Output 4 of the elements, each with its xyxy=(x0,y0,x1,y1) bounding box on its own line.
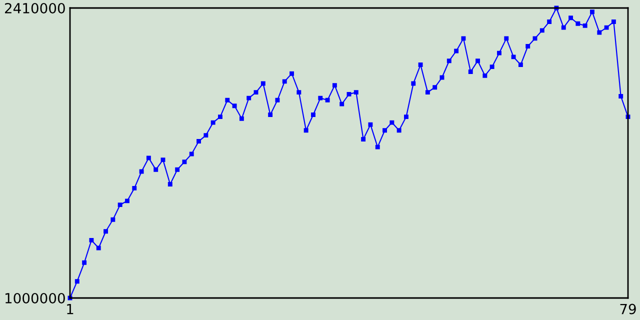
y-tick-label: 2410000 xyxy=(4,2,65,14)
y-tick-label: 1000000 xyxy=(6,292,65,304)
x-tick-label: 1 xyxy=(67,304,74,314)
x-tick-label: 79 xyxy=(620,304,636,314)
